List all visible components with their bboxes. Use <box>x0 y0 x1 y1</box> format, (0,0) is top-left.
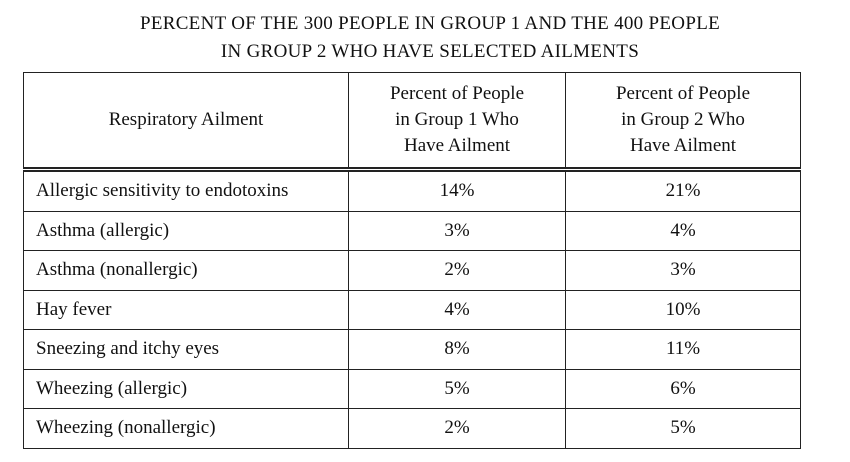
header-line: Have Ailment <box>403 135 511 156</box>
table-row: Hay fever 4% 10% <box>23 289 801 330</box>
ailment-cell: Allergic sensitivity to endotoxins <box>23 169 349 212</box>
percent-cell: 3% <box>348 210 566 251</box>
header-row: Respiratory Ailment Percent of People in G… <box>23 72 801 172</box>
percent-cell: 4% <box>348 289 566 330</box>
header-line: Percent of People <box>389 83 524 104</box>
title-line: PERCENT OF THE 300 PEOPLE IN GROUP 1 AND… <box>139 13 721 34</box>
header-line: Percent of People <box>615 83 750 104</box>
ailment-cell: Sneezing and itchy eyes <box>23 329 349 370</box>
ailment-cell: Asthma (allergic) <box>23 210 349 251</box>
ailment-cell: Hay fever <box>23 289 349 330</box>
percent-cell: 11% <box>565 329 801 370</box>
table-row: Asthma (nonallergic) 2% 3% <box>23 250 801 291</box>
ailment-cell: Asthma (nonallergic) <box>23 250 349 291</box>
percent-cell: 21% <box>565 169 801 212</box>
percent-cell: 3% <box>565 250 801 291</box>
table-row: Sneezing and itchy eyes 8% 11% <box>23 329 801 370</box>
percent-cell: 2% <box>348 408 566 449</box>
percent-cell: 10% <box>565 289 801 330</box>
title: PERCENT OF THE 300 PEOPLE IN GROUP 1 AND… <box>0 10 850 66</box>
percent-cell: 5% <box>565 408 801 449</box>
percent-cell: 6% <box>565 368 801 409</box>
percent-cell: 4% <box>565 210 801 251</box>
title-line: IN GROUP 2 WHO HAVE SELECTED AILMENTS <box>220 41 640 62</box>
table-row: Wheezing (nonallergic) 2% 5% <box>23 408 801 449</box>
header-cell: Percent of People in Group 2 Who Have Ailm… <box>565 72 801 172</box>
header-cell: Percent of People in Group 1 Who Have Ailm… <box>348 72 566 172</box>
header-line: in Group 1 Who <box>395 109 519 130</box>
percent-cell: 2% <box>348 250 566 291</box>
ailment-cell: Wheezing (allergic) <box>23 368 349 409</box>
header-cell: Respiratory Ailment <box>23 72 349 172</box>
header-line: Have Ailment <box>629 135 737 156</box>
table-row: Allergic sensitivity to endotoxins 14% 21% <box>23 169 801 212</box>
data-table: Respiratory Ailment Percent of People in G… <box>23 72 801 449</box>
percent-cell: 14% <box>348 169 566 212</box>
header-line: in Group 2 Who <box>621 109 745 130</box>
percent-cell: 5% <box>348 368 566 409</box>
header-line: Respiratory Ailment <box>108 109 264 130</box>
table-row: Asthma (allergic) 3% 4% <box>23 210 801 251</box>
ailment-cell: Wheezing (nonallergic) <box>23 408 349 449</box>
percent-cell: 8% <box>348 329 566 370</box>
table-row: Wheezing (allergic) 5% 6% <box>23 368 801 409</box>
